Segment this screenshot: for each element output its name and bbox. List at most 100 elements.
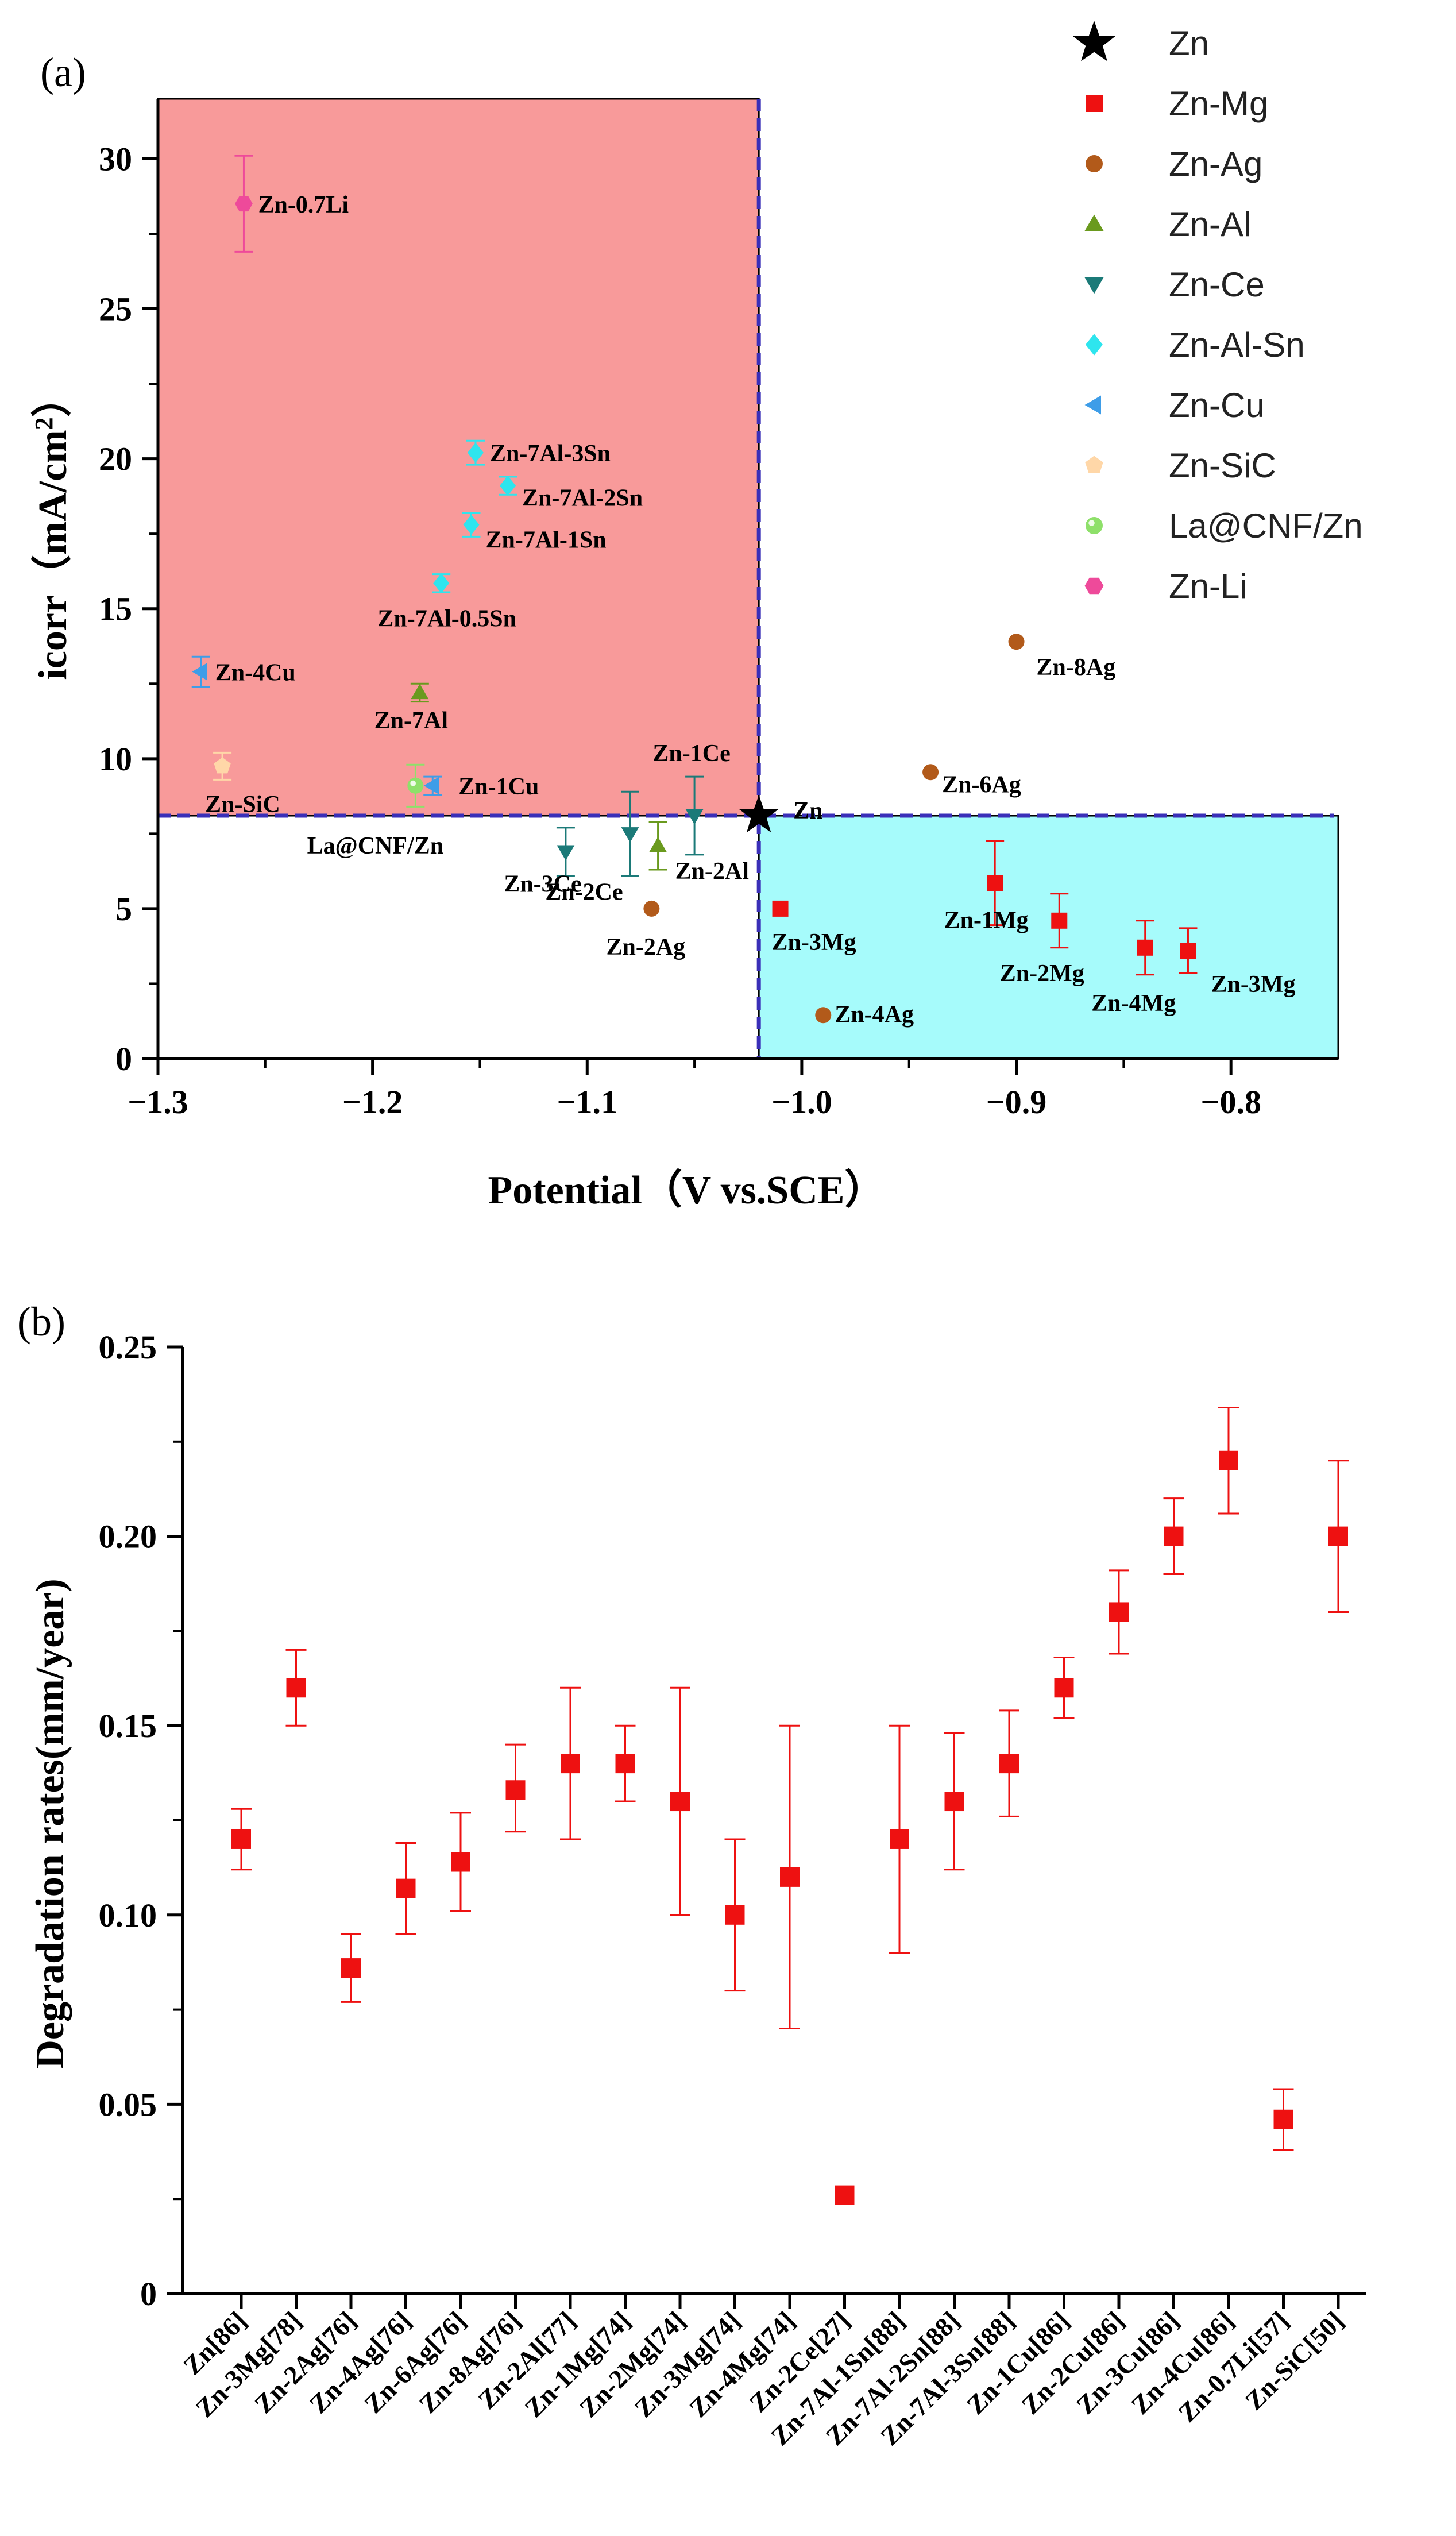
bar-point-zn-7al-2sn-88-shape	[944, 1792, 964, 1812]
bar-point-zn-7al-2sn-88	[944, 1792, 964, 1812]
legend-item-la-cnf-zn-label: La@CNF/Zn	[1169, 507, 1363, 545]
bar-point-zn-2cu-86	[1109, 1602, 1129, 1622]
y-axis-title-a: icorr（mA/cm2）	[30, 377, 76, 680]
point-zn-mg-zn-3mg-label: Zn-3Mg	[772, 929, 856, 956]
point-zn-al-sn-zn-7al-2sn-label: Zn-7Al-2Sn	[522, 485, 643, 512]
point-zn-al-zn-7al-label: Zn-7Al	[374, 708, 448, 734]
legend-item-zn-ce-marker-shape	[1084, 277, 1104, 294]
bar-point-zn-0-7li-57	[1273, 2109, 1293, 2129]
legend-item-zn-label: Zn	[1169, 24, 1209, 63]
bar-point-zn-1cu-86	[1054, 1678, 1074, 1698]
bar-point-zn-7al-1sn-88-shape	[890, 1829, 909, 1849]
point-la-cnf-zn-la-cnf-zn-label: La@CNF/Zn	[307, 833, 443, 859]
point-zn-mg-zn-3mg-shape	[772, 900, 789, 917]
bar-point-zn-4cu-86	[1219, 1450, 1238, 1470]
bar-point-zn-86	[231, 1829, 251, 1849]
legend-item-zn-li: Zn-Li	[1084, 567, 1248, 605]
point-zn-al-zn-2al-shape	[649, 836, 667, 852]
bar-point-zn-3cu-86	[1164, 1526, 1184, 1546]
point-zn-ag-zn-6ag-shape	[922, 764, 939, 781]
point-zn-mg-zn-1mg-shape	[987, 875, 1003, 891]
legend-item-zn-ce-label: Zn-Ce	[1169, 265, 1265, 304]
bar-point-zn-sic-50	[1328, 1526, 1348, 1546]
bar-point-zn-3mg-78-shape	[286, 1678, 306, 1698]
legend-item-zn-marker-shape	[1072, 21, 1116, 61]
y-tick-label-b: 0.15	[99, 1707, 157, 1744]
point-zn-ag-zn-8ag-shape	[1008, 634, 1025, 650]
bar-point-zn-1cu-86-shape	[1054, 1678, 1074, 1698]
low-icorr-region	[758, 815, 1339, 1060]
legend-item-zn-marker	[1072, 21, 1116, 61]
point-zn-al-sn-zn-7al-0-5sn-shape	[433, 573, 450, 593]
point-zn-mg-zn-1mg	[987, 875, 1003, 891]
point-zn-ce-zn-2ce-shape	[621, 827, 639, 843]
legend-item-zn-al-label: Zn-Al	[1169, 205, 1251, 244]
bar-point-zn-2cu-86-shape	[1109, 1602, 1129, 1622]
bar-point-zn-8ag-76	[505, 1780, 526, 1800]
legend-item-zn-li-marker	[1084, 577, 1104, 595]
point-zn-cu-zn-4cu	[192, 662, 207, 681]
bar-point-zn-3mg-74-shape	[725, 1905, 745, 1925]
point-zn-al-sn-zn-7al-1sn-shape	[463, 515, 480, 535]
bar-point-zn-4ag-76	[396, 1878, 416, 1898]
point-zn-mg-zn-3mg	[772, 900, 789, 917]
point-zn-zn-label: Zn	[793, 798, 822, 824]
bar-point-zn-4ag-76-shape	[396, 1878, 416, 1898]
bar-point-zn-86-shape	[231, 1829, 251, 1849]
bar-point-zn-2ag-76-shape	[341, 1958, 361, 1978]
legend-item-zn-ag-marker-shape	[1086, 155, 1103, 172]
point-zn-ag-zn-6ag	[922, 764, 939, 781]
point-zn-cu-zn-4cu-shape	[192, 662, 207, 681]
legend-item-zn-al: Zn-Al	[1084, 205, 1251, 244]
legend: Zn Zn-Mg Zn-Ag Zn-Al Zn-Ce Zn-Al-Sn Zn-Cu Zn-Si…	[1072, 21, 1363, 605]
point-zn-cu-zn-1cu-label: Zn-1Cu	[458, 774, 539, 800]
legend-item-zn-mg: Zn-Mg	[1086, 84, 1268, 123]
point-zn-al-sn-zn-7al-1sn-label: Zn-7Al-1Sn	[486, 527, 607, 554]
point-zn-ce-zn-3ce-shape	[557, 845, 575, 861]
bar-point-zn-0-7li-57-shape	[1273, 2109, 1293, 2129]
x-tick-label-a: −1.3	[128, 1083, 188, 1121]
y-axis-title-a-sup: 2	[30, 417, 58, 430]
panel-a-axes: −1.3 −1.2 −1.1 −1.0 −0.9 −0.8 0 5 10 15 20 25 30	[99, 99, 1338, 1121]
point-zn-zn-shape	[739, 795, 779, 833]
point-zn-cu-zn-4cu-label: Zn-4Cu	[215, 659, 296, 686]
legend-item-zn-sic-label: Zn-SiC	[1169, 446, 1276, 485]
x-axis-title-a: Potential（V vs.SCE）	[488, 1168, 885, 1213]
legend-item-zn-al-sn: Zn-Al-Sn	[1086, 326, 1305, 364]
panel-a-label: (a)	[40, 49, 86, 95]
point-zn-al-zn-7al-shape	[411, 684, 429, 700]
bar-point-zn-3mg-78	[286, 1678, 306, 1698]
legend-item-zn-ce: Zn-Ce	[1084, 265, 1265, 304]
legend-item-la-cnf-zn-marker-highlight	[1088, 520, 1095, 526]
legend-item-zn-cu: Zn-Cu	[1084, 386, 1265, 424]
point-zn-al-zn-2al	[649, 836, 667, 852]
y-tick-label-a: 0	[115, 1040, 132, 1078]
point-zn-mg-zn-3mg-label: Zn-3Mg	[1211, 971, 1295, 998]
bar-point-zn-2ce-27-shape	[835, 2185, 855, 2205]
legend-item-zn-sic: Zn-SiC	[1085, 446, 1276, 485]
point-zn-mg-zn-2mg-label: Zn-2Mg	[1000, 960, 1084, 987]
point-zn-ce-zn-2ce	[621, 827, 639, 843]
point-zn-cu-zn-1cu	[423, 777, 439, 795]
bar-point-zn-2mg-74	[670, 1792, 690, 1812]
panel-a-regions	[157, 98, 1339, 1060]
point-zn-mg-zn-1mg-label: Zn-1Mg	[944, 908, 1029, 934]
point-zn-ag-zn-4ag	[815, 1007, 832, 1024]
point-zn-al-sn-zn-7al-3sn	[467, 442, 484, 463]
panel-b-chart: (b) 00.050.100.150.200.25Zn[86]Zn-3Mg[78…	[17, 1299, 1366, 2451]
panel-b-points	[231, 1406, 1349, 2205]
point-zn-li-zn-0-7li-label: Zn-0.7Li	[258, 192, 349, 218]
legend-item-zn-mg-marker	[1086, 95, 1103, 112]
y-tick-label-b: 0.25	[99, 1329, 157, 1366]
point-zn-ce-zn-1ce-label: Zn-1Ce	[652, 740, 730, 767]
bar-point-zn-7al-3sn-88	[999, 1754, 1019, 1774]
legend-item-zn-li-marker-shape	[1084, 577, 1104, 595]
point-zn-al-zn-7al	[411, 684, 429, 700]
legend-item-zn-sic-marker-shape	[1085, 456, 1103, 473]
y-tick-label-a: 15	[99, 590, 132, 628]
x-tick-label-a: −1.2	[342, 1083, 403, 1121]
point-zn-ce-zn-2ce-label: Zn-2Ce	[545, 879, 623, 905]
bar-point-zn-2mg-74-shape	[670, 1792, 690, 1812]
legend-item-la-cnf-zn-marker-shape	[1086, 517, 1103, 534]
